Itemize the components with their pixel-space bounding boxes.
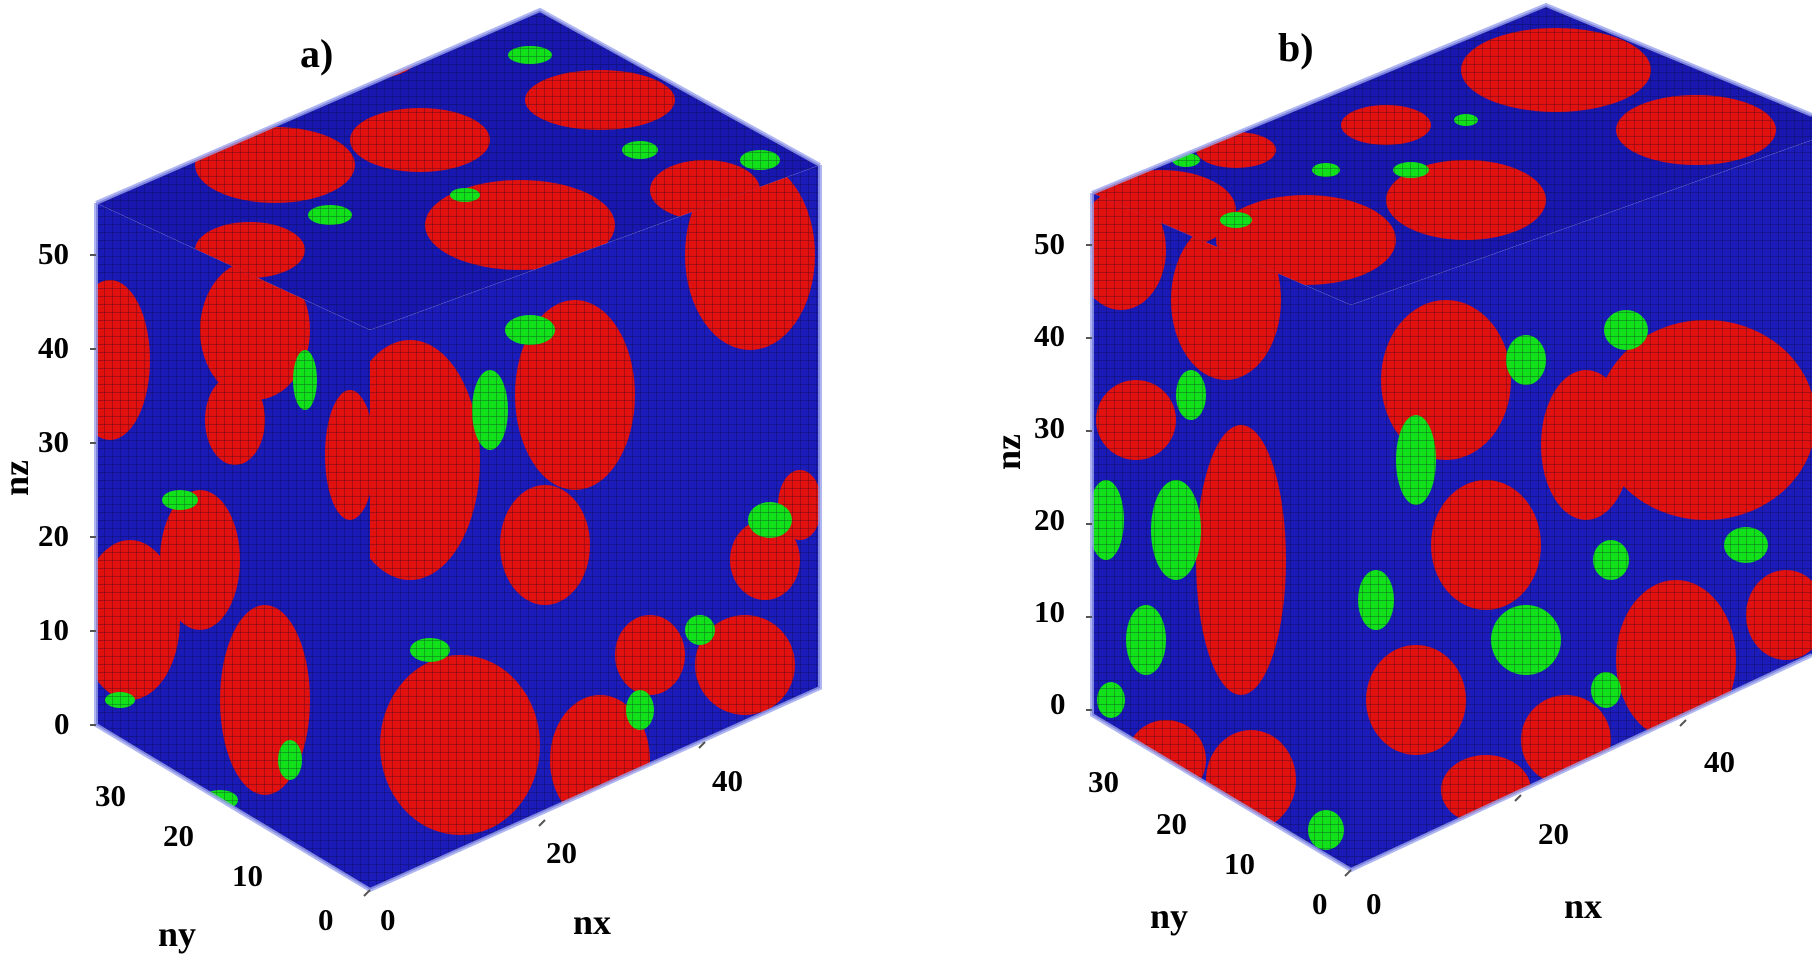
panel-b: b) nz ny nx 0 10 20 30 40 50 0 10 20 30 … [906, 0, 1812, 954]
y-tick: 30 [1088, 764, 1119, 799]
x-tick: 40 [1704, 744, 1735, 779]
voxel-cube-a [90, 7, 822, 897]
cube-face-top [1092, 5, 1812, 305]
cube-face-right [370, 165, 820, 890]
z-tick: 50 [38, 236, 69, 271]
x-tick: 20 [1538, 816, 1569, 851]
cube-face-right [1351, 140, 1812, 870]
x-axis-title: nx [1564, 886, 1603, 926]
cube-face-left [1092, 193, 1351, 870]
x-axis-title: nx [573, 902, 612, 942]
panel-label: b) [1278, 25, 1314, 70]
z-tick: 20 [1034, 502, 1065, 537]
z-tick: 10 [1034, 594, 1065, 629]
y-tick: 20 [163, 818, 194, 853]
z-tick: 10 [38, 612, 69, 647]
y-tick: 10 [1224, 846, 1255, 881]
y-tick: 30 [95, 778, 126, 813]
cube-edges [1090, 2, 1812, 873]
y-tick: 0 [1312, 886, 1328, 921]
axis-ticks [1086, 244, 1687, 877]
y-axis-title: ny [1150, 896, 1189, 936]
z-tick: 20 [38, 518, 69, 553]
z-tick: 30 [38, 424, 69, 459]
z-tick: 30 [1034, 410, 1065, 445]
y-tick: 20 [1156, 806, 1187, 841]
x-tick: 20 [546, 835, 577, 870]
y-tick: 10 [232, 858, 263, 893]
x-tick: 0 [1366, 886, 1382, 921]
panel-label: a) [300, 31, 334, 76]
y-axis-title: ny [158, 914, 197, 954]
z-tick: 0 [1050, 686, 1066, 721]
z-axis-title: nz [988, 434, 1028, 470]
cube-face-left [96, 203, 370, 890]
z-tick: 50 [1034, 226, 1065, 261]
voxel-cube-b [1086, 2, 1812, 877]
x-tick: 0 [380, 902, 396, 937]
panel-a: a) nz ny nx 0 10 20 30 40 50 0 10 20 30 … [0, 7, 822, 954]
y-tick: 0 [318, 902, 334, 937]
cube-face-top [96, 10, 820, 330]
z-tick: 0 [54, 706, 70, 741]
z-tick: 40 [38, 330, 69, 365]
x-tick: 40 [712, 763, 743, 798]
axis-ticks [90, 254, 706, 897]
z-axis-title: nz [0, 460, 36, 496]
z-tick: 40 [1034, 318, 1065, 353]
